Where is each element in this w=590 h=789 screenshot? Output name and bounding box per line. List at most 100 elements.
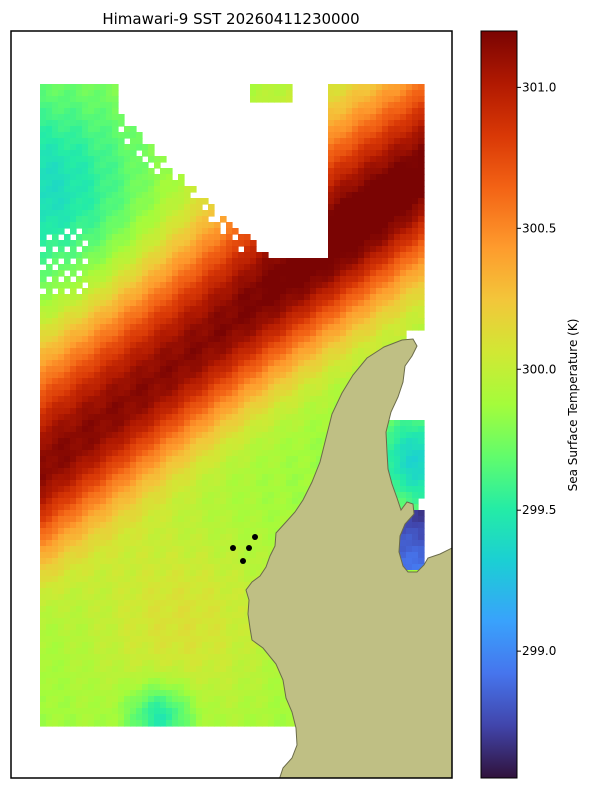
sst-cell: [64, 414, 71, 421]
sst-cell: [178, 360, 185, 367]
sst-cell: [124, 552, 131, 559]
sst-cell: [244, 492, 251, 499]
sst-cell: [112, 372, 119, 379]
sst-cell: [94, 294, 101, 301]
sst-cell: [406, 288, 413, 295]
sst-cell: [52, 630, 59, 637]
sst-cell: [304, 402, 311, 409]
sst-cell: [160, 264, 167, 271]
sst-cell: [64, 618, 71, 625]
sst-cell: [394, 84, 401, 91]
sst-cell: [286, 450, 293, 457]
sst-cell: [196, 198, 203, 205]
sst-cell: [250, 84, 257, 91]
sst-cell: [64, 546, 71, 553]
sst-cell: [154, 510, 161, 517]
sst-cell: [220, 276, 227, 283]
sst-cell: [136, 606, 143, 613]
sst-cell: [280, 324, 287, 331]
sst-cell: [340, 144, 347, 151]
sst-cell: [412, 426, 419, 433]
sst-cell: [232, 240, 239, 247]
sst-cell: [160, 438, 167, 445]
sst-cell: [46, 486, 53, 493]
sst-cell: [154, 276, 161, 283]
sst-cell: [178, 486, 185, 493]
sst-cell: [52, 606, 59, 613]
sst-cell: [232, 306, 239, 313]
sst-cell: [124, 144, 131, 151]
sst-cell: [202, 444, 209, 451]
sst-cell: [136, 486, 143, 493]
sst-cell: [64, 300, 71, 307]
sst-cell: [316, 450, 323, 457]
sst-cell: [316, 342, 323, 349]
sst-cell: [286, 330, 293, 337]
sst-cell: [334, 144, 341, 151]
sst-cell: [184, 516, 191, 523]
sst-cell: [358, 102, 365, 109]
sst-cell: [70, 84, 77, 91]
sst-cell: [76, 390, 83, 397]
sst-cell: [382, 270, 389, 277]
sst-cell: [52, 90, 59, 97]
sst-cell: [46, 306, 53, 313]
sst-cell: [148, 444, 155, 451]
sst-cell: [382, 324, 389, 331]
sst-cell: [94, 366, 101, 373]
sst-cell: [322, 396, 329, 403]
sst-cell: [52, 222, 59, 229]
sst-cell: [262, 324, 269, 331]
sst-cell: [328, 330, 335, 337]
sst-cell: [256, 504, 263, 511]
sst-cell: [82, 576, 89, 583]
sst-cell: [346, 186, 353, 193]
sst-cell: [388, 222, 395, 229]
sst-cell: [328, 204, 335, 211]
sst-cell: [238, 288, 245, 295]
sst-cell: [154, 558, 161, 565]
sst-cell: [352, 132, 359, 139]
sst-cell: [202, 612, 209, 619]
sst-cell: [304, 348, 311, 355]
sst-cell: [346, 120, 353, 127]
sst-cell: [238, 570, 245, 577]
sst-cell: [124, 474, 131, 481]
sst-cell: [226, 468, 233, 475]
sst-cell: [172, 402, 179, 409]
sst-heatmap: [40, 84, 425, 727]
sst-cell: [106, 168, 113, 175]
sst-cell: [256, 420, 263, 427]
sst-cell: [178, 186, 185, 193]
sst-cell: [112, 522, 119, 529]
sst-cell: [130, 588, 137, 595]
sst-cell: [178, 558, 185, 565]
sst-cell: [328, 360, 335, 367]
sst-cell: [328, 96, 335, 103]
sst-cell: [46, 180, 53, 187]
sst-cell: [328, 216, 335, 223]
sst-cell: [94, 456, 101, 463]
sst-cell: [46, 402, 53, 409]
sst-cell: [112, 120, 119, 127]
sst-cell: [166, 222, 173, 229]
sst-cell: [94, 546, 101, 553]
sst-cell: [418, 294, 425, 301]
sst-cell: [364, 162, 371, 169]
sst-cell: [58, 222, 65, 229]
sst-cell: [418, 486, 425, 493]
sst-cell: [160, 522, 167, 529]
sst-cell: [58, 480, 65, 487]
sst-cell: [280, 288, 287, 295]
sst-cell: [226, 318, 233, 325]
sst-cell: [118, 378, 125, 385]
sst-cell: [130, 564, 137, 571]
sst-cell: [238, 360, 245, 367]
sst-cell: [148, 558, 155, 565]
sst-cell: [172, 534, 179, 541]
sst-cell: [394, 444, 401, 451]
sst-cell: [100, 372, 107, 379]
sst-cell: [82, 192, 89, 199]
sst-cell: [400, 336, 407, 343]
sst-cell: [88, 102, 95, 109]
